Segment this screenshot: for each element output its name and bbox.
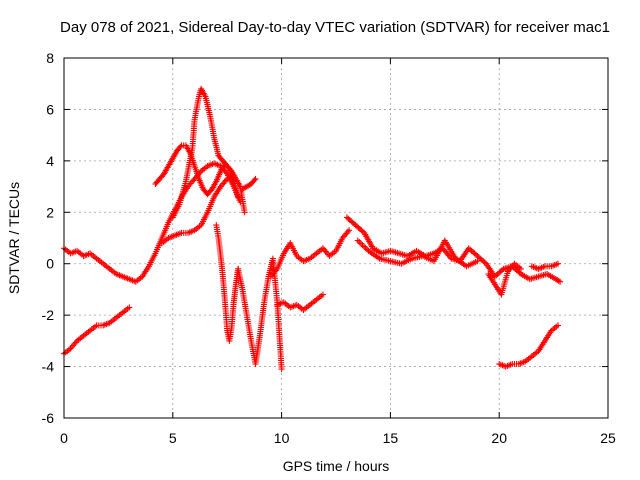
series-arc15 <box>496 322 561 370</box>
data-point <box>473 251 479 258</box>
y-tick-label: 4 <box>46 153 54 169</box>
data-point <box>493 272 500 279</box>
data-point <box>278 366 285 373</box>
data-point <box>354 237 361 244</box>
y-tick-label: -4 <box>42 359 55 375</box>
data-point <box>475 254 482 261</box>
data-point <box>555 322 561 329</box>
data-point <box>518 265 524 272</box>
y-tick-label: 6 <box>46 101 54 117</box>
y-tick-label: 0 <box>46 256 54 272</box>
y-axis-title: SDTVAR / TECUs <box>6 182 22 294</box>
data-point <box>319 291 326 298</box>
data-point <box>177 143 184 150</box>
data-point <box>474 258 481 265</box>
series-arc10 <box>274 291 326 313</box>
y-tick-label: -6 <box>42 410 55 426</box>
series-arc8 <box>235 255 285 373</box>
data-point <box>343 214 350 221</box>
series-arc2 <box>61 304 133 357</box>
y-tick-label: -2 <box>42 307 55 323</box>
data-point <box>555 260 561 267</box>
data-point <box>251 177 258 184</box>
series-arc5 <box>158 175 231 247</box>
data-point <box>346 227 353 234</box>
data-point <box>358 227 365 234</box>
data-point <box>252 175 259 182</box>
series-arc6 <box>239 175 259 193</box>
x-tick-label: 25 <box>600 430 616 446</box>
plot-frame <box>63 57 609 419</box>
data-point <box>126 304 133 311</box>
x-tick-label: 0 <box>60 430 68 446</box>
x-axis-title: GPS time / hours <box>283 458 390 474</box>
x-tick-label: 5 <box>169 430 177 446</box>
series-arc12 <box>354 237 481 270</box>
series-arc13 <box>485 260 524 298</box>
data-marks <box>61 85 564 373</box>
series-arc11 <box>343 214 564 285</box>
series-arc14 <box>528 260 561 272</box>
data-point <box>355 224 362 231</box>
series-arc9 <box>267 227 353 280</box>
series-arc3 <box>152 142 242 200</box>
data-point <box>557 278 564 285</box>
x-tick-label: 10 <box>274 430 290 446</box>
series-arc4 <box>169 85 248 221</box>
data-point <box>352 222 359 229</box>
data-point <box>224 175 231 182</box>
grid-lines <box>64 58 608 418</box>
data-point <box>346 217 353 223</box>
data-point <box>72 339 79 346</box>
x-tick-label: 20 <box>491 430 507 446</box>
x-tick-label: 15 <box>383 430 399 446</box>
data-point <box>470 249 477 256</box>
y-tick-label: 8 <box>46 50 54 66</box>
chart-title: Day 078 of 2021, Sidereal Day-to-day VTE… <box>60 19 610 36</box>
series-arc7 <box>213 222 242 344</box>
data-point <box>555 277 562 284</box>
axis-ticks: 0 5 10 15 20 25 -6 -4 -2 0 2 4 6 8 <box>42 50 616 446</box>
y-tick-label: 2 <box>46 204 54 220</box>
data-point <box>241 209 248 216</box>
